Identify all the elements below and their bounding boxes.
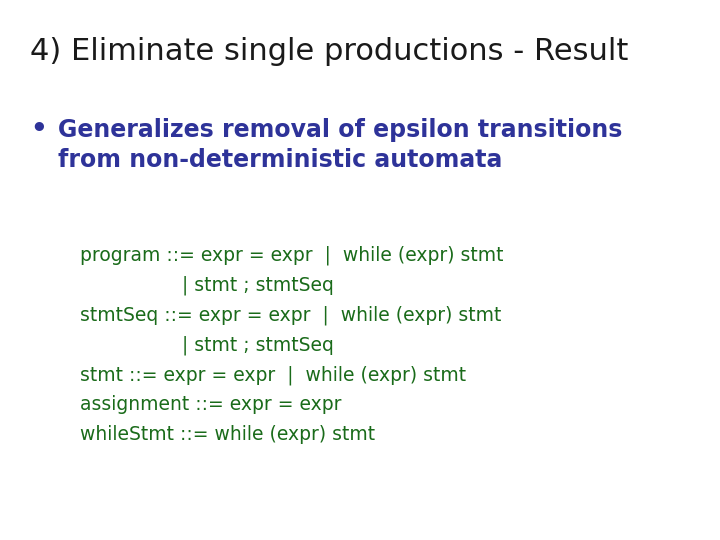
Text: from non-deterministic automata: from non-deterministic automata [58,148,503,172]
Text: stmtSeq ::= expr = expr  |  while (expr) stmt: stmtSeq ::= expr = expr | while (expr) s… [80,305,501,325]
Text: | stmt ; stmtSeq: | stmt ; stmtSeq [80,275,334,295]
Text: | stmt ; stmtSeq: | stmt ; stmtSeq [80,335,334,355]
Text: 4) Eliminate single productions - Result: 4) Eliminate single productions - Result [30,37,629,66]
Text: stmt ::= expr = expr  |  while (expr) stmt: stmt ::= expr = expr | while (expr) stmt [80,365,466,384]
Text: assignment ::= expr = expr: assignment ::= expr = expr [80,395,341,415]
Text: •: • [30,117,47,143]
Text: program ::= expr = expr  |  while (expr) stmt: program ::= expr = expr | while (expr) s… [80,245,503,265]
Text: Generalizes removal of epsilon transitions: Generalizes removal of epsilon transitio… [58,118,622,142]
Text: whileStmt ::= while (expr) stmt: whileStmt ::= while (expr) stmt [80,426,375,444]
